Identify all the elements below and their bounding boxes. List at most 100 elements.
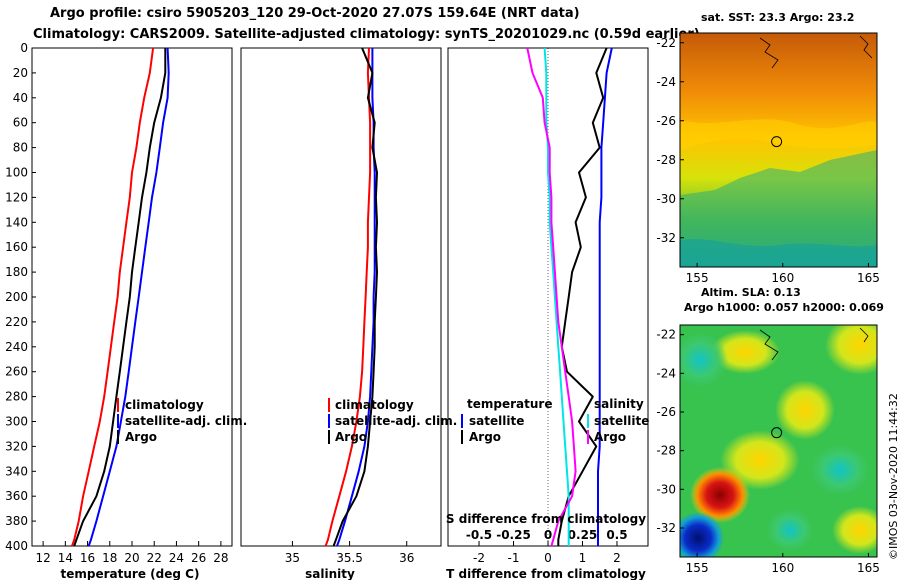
sla-map-frame	[679, 324, 878, 558]
figure-title-line-2: Climatology: CARS2009. Satellite-adjuste…	[33, 27, 700, 42]
legend-s-satellite-label: satellite	[594, 414, 649, 428]
map-x-tick-label: 160	[771, 561, 794, 575]
depth-tick-label: 120	[5, 190, 28, 204]
series-line-climatology	[71, 47, 155, 547]
depth-tick-label: 400	[5, 539, 28, 553]
s-difference-tick-label: 0.25	[568, 528, 598, 542]
map-y-tick-label: -30	[656, 482, 676, 496]
series-line-satellite-adj-clim-	[336, 48, 376, 547]
t-difference-x-label: T difference from climatology	[446, 567, 646, 580]
series-line-s-argo	[526, 47, 577, 547]
map-x-tick-label: 155	[686, 271, 709, 285]
map-y-tick-label: -32	[656, 521, 676, 535]
sst-map-frame	[679, 32, 878, 268]
x-tick-label: 12	[35, 551, 50, 565]
series-line-satellite-adj-clim-	[87, 47, 170, 547]
legend-t-satellite-label: satellite	[469, 414, 524, 428]
sla-reef-outline	[759, 327, 869, 361]
salinity-legend: climatology satellite-adj. clim. Argo	[328, 398, 457, 444]
s-difference-tick-label: -0.5	[466, 528, 492, 542]
map-y-tick-label: -32	[656, 231, 676, 245]
s-difference-tick-label: 0.5	[606, 528, 627, 542]
legend-climatology-label: climatology	[125, 398, 204, 412]
x-tick-label: 16	[80, 551, 95, 565]
map-y-tick-label: -28	[656, 444, 676, 458]
depth-tick-label: 280	[5, 390, 28, 404]
x-tick-label: 35.5	[336, 551, 363, 565]
map-y-tick-label: -26	[656, 405, 676, 419]
sla-high-anomaly	[775, 380, 835, 440]
legend-argo-label: Argo	[125, 430, 157, 444]
x-tick-label: 28	[213, 551, 228, 565]
temperature-legend: climatology satellite-adj. clim. Argo	[117, 398, 247, 444]
map-y-tick-label: -30	[656, 192, 676, 206]
sla-argo-title: Argo h1000: 0.057 h2000: 0.069	[684, 301, 884, 314]
x-tick-label: 36	[399, 551, 414, 565]
depth-tick-label: 240	[5, 340, 28, 354]
sla-low-anomaly	[680, 332, 728, 388]
map-y-tick-label: -24	[656, 75, 676, 89]
depth-tick-label: 340	[5, 464, 28, 478]
sst-coldest-region	[680, 238, 877, 267]
temperature-x-axis: 12 14 16 18 20 22 24 26 28	[35, 541, 229, 565]
figure-title-line-1: Argo profile: csiro 5905203_120 29-Oct-2…	[50, 6, 580, 21]
series-line-climatology	[324, 47, 372, 547]
depth-tick-label: 100	[5, 166, 28, 180]
sla-map-axes: 155 160 165 -22 -24 -26 -28 -30 -32	[656, 328, 879, 575]
legend-argo-label: Argo	[335, 430, 367, 444]
legend-t-argo-label: Argo	[469, 430, 501, 444]
sla-low-anomaly	[766, 508, 814, 552]
map-y-tick-label: -22	[656, 328, 676, 342]
depth-tick-label: 180	[5, 265, 28, 279]
legend-s-argo-label: Argo	[594, 430, 626, 444]
difference-series	[526, 47, 613, 547]
legend-satellite-label: satellite-adj. clim.	[335, 414, 457, 428]
sla-low-anomaly	[810, 444, 870, 496]
x-tick-label: 20	[124, 551, 139, 565]
depth-tick-label: 320	[5, 439, 28, 453]
s-difference-top-label: S difference from climatology	[446, 512, 646, 526]
depth-tick-label: 220	[5, 315, 28, 329]
salinity-x-label: salinity	[305, 567, 355, 580]
legend-temperature-heading: temperature	[467, 397, 552, 411]
s-difference-top-axis: -0.5 -0.25 0 0.25 0.5	[466, 528, 628, 542]
map-y-tick-label: -24	[656, 366, 676, 380]
map-x-tick-label: 165	[857, 271, 880, 285]
legend-satellite-label: satellite-adj. clim.	[125, 414, 247, 428]
series-line-t-satellite	[597, 47, 613, 546]
depth-tick-label: 200	[5, 290, 28, 304]
legend-salinity-heading: salinity	[594, 397, 644, 411]
depth-tick-label: 360	[5, 489, 28, 503]
x-tick-label: 35	[285, 551, 300, 565]
depth-tick-label: 40	[13, 91, 28, 105]
sst-map-title: sat. SST: 23.3 Argo: 23.2	[701, 11, 855, 24]
depth-tick-label: 20	[13, 66, 28, 80]
difference-legend: temperature satellite Argo salinity sate…	[461, 397, 649, 444]
x-tick-label: 0	[544, 551, 552, 565]
map-x-tick-label: 160	[771, 271, 794, 285]
temperature-plot-frame	[31, 47, 233, 547]
sst-cool-region	[680, 150, 877, 267]
depth-tick-label: 60	[13, 116, 28, 130]
x-tick-label: 26	[191, 551, 206, 565]
depth-tick-label: 380	[5, 514, 28, 528]
map-x-tick-label: 155	[686, 561, 709, 575]
depth-tick-label: 260	[5, 365, 28, 379]
map-y-tick-label: -28	[656, 153, 676, 167]
map-y-tick-label: -26	[656, 114, 676, 128]
depth-tick-label: 140	[5, 215, 28, 229]
depth-tick-label: 160	[5, 240, 28, 254]
map-y-tick-label: -22	[656, 36, 676, 50]
s-difference-tick-label: -0.25	[496, 528, 531, 542]
sla-float-location-marker	[771, 427, 783, 439]
temperature-x-label: temperature (deg C)	[61, 567, 200, 580]
series-line-t-argo	[557, 47, 608, 546]
sst-warm-band	[680, 119, 877, 150]
x-tick-label: 24	[169, 551, 184, 565]
sla-map	[679, 324, 878, 558]
sla-high-anomaly	[825, 325, 877, 375]
x-tick-label: 14	[58, 551, 73, 565]
sst-map-axes: 155 160 165 -22 -24 -26 -28 -30 -32	[656, 36, 879, 285]
x-tick-label: -1	[508, 551, 520, 565]
